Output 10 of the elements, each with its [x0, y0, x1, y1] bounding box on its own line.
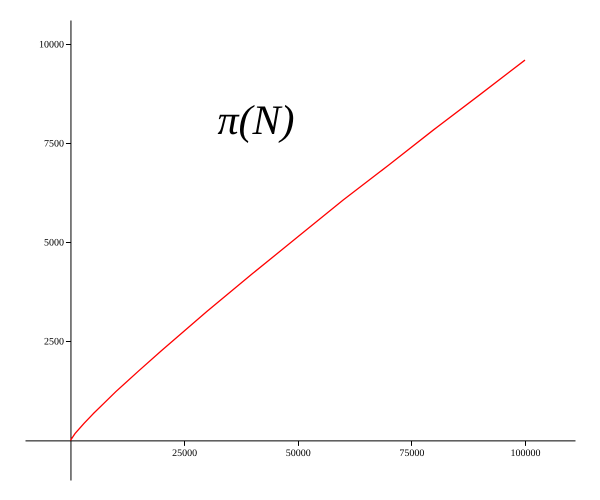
x-tick-label: 75000: [399, 448, 424, 459]
y-tick-label: 5000: [44, 238, 64, 249]
y-tick-label: 7500: [44, 138, 64, 150]
x-tick-label: 25000: [172, 448, 198, 459]
text: π(N): [217, 98, 295, 144]
y-tick-label: 10000: [38, 39, 64, 50]
x-tick-label: 50000: [286, 448, 311, 459]
y-tick-label: 2500: [44, 336, 64, 348]
x-tick-label: 100000: [510, 448, 540, 459]
line-series: [70, 59, 526, 441]
